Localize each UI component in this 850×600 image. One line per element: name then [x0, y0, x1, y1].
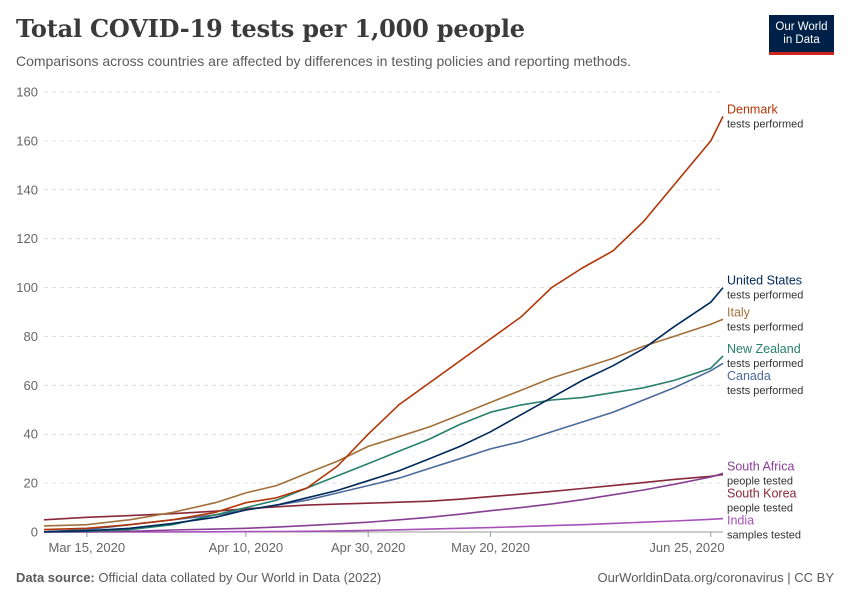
series-sublabel-denmark: tests performed [727, 118, 803, 130]
chart-title: Total COVID-19 tests per 1,000 people [16, 14, 525, 43]
x-tick-label: Apr 30, 2020 [331, 540, 405, 555]
y-tick-label: 180 [16, 85, 38, 100]
series-sublabel-canada: tests performed [727, 385, 803, 397]
series-label-denmark: Denmark [727, 102, 778, 116]
y-tick-label: 80 [24, 329, 38, 344]
x-tick-label: Mar 15, 2020 [49, 540, 126, 555]
series-label-new-zealand: New Zealand [727, 342, 801, 356]
series-sublabel-new-zealand: tests performed [727, 358, 803, 370]
series-line-new-zealand [43, 355, 724, 533]
data-source: Data source: Official data collated by O… [16, 570, 381, 585]
series-label-south-africa: South Africa [727, 459, 794, 473]
y-tick-label: 140 [16, 182, 38, 197]
series-sublabel-united-states: tests performed [727, 290, 803, 302]
y-tick-label: 40 [24, 427, 38, 442]
series-label-south-korea: South Korea [727, 486, 797, 500]
y-tick-label: 0 [31, 525, 38, 540]
data-source-text: Official data collated by Our World in D… [98, 570, 382, 585]
series-label-united-states: United States [727, 274, 802, 288]
x-tick-label: Jun 25, 2020 [649, 540, 724, 555]
y-tick-label: 100 [16, 280, 38, 295]
series-label-italy: Italy [727, 305, 751, 319]
y-tick-label: 120 [16, 231, 38, 246]
series-line-canada [43, 362, 724, 533]
owid-logo[interactable]: Our World in Data [769, 15, 834, 55]
series-line-united-states [43, 287, 724, 533]
data-source-label: Data source: [16, 570, 95, 585]
chart-subtitle: Comparisons across countries are affecte… [16, 53, 632, 69]
logo-line-2: in Data [783, 33, 820, 46]
series-line-south-africa [43, 472, 724, 533]
series-label-india: India [727, 513, 754, 527]
series-sublabel-india: samples tested [727, 529, 801, 541]
series-line-denmark [43, 116, 724, 531]
x-tick-label: Apr 10, 2020 [209, 540, 283, 555]
series-sublabel-south-korea: people tested [727, 502, 793, 514]
y-tick-label: 160 [16, 133, 38, 148]
y-tick-label: 60 [24, 378, 38, 393]
x-tick-label: May 20, 2020 [451, 540, 530, 555]
series-line-south-korea [43, 473, 724, 521]
series-label-canada: Canada [727, 369, 771, 383]
series-line-italy [43, 318, 724, 527]
credit-link[interactable]: OurWorldinData.org/coronavirus | CC BY [597, 570, 834, 585]
logo-line-1: Our World [775, 20, 828, 33]
series-sublabel-italy: tests performed [727, 321, 803, 333]
series-sublabel-south-africa: people tested [727, 475, 793, 487]
series-line-india [44, 517, 724, 533]
y-tick-label: 20 [24, 476, 38, 491]
